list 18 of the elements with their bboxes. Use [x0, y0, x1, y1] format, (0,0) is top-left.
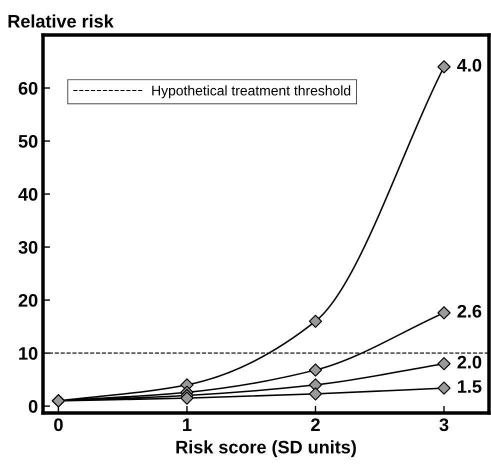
y-tick-label: 40: [18, 188, 38, 201]
legend-label: Hypothetical treatment threshold: [152, 85, 350, 98]
x-tick-label: 1: [183, 418, 192, 431]
x-tick-label: 3: [439, 418, 448, 432]
y-tick-label: 30: [18, 240, 38, 254]
x-tick-label: 2: [311, 418, 320, 431]
y-tick-label: 50: [18, 134, 38, 148]
y-axis-title: Relative risk: [8, 14, 114, 28]
x-axis-title: Risk score (SD units): [176, 440, 356, 458]
y-tick-label: 60: [18, 82, 38, 95]
y-tick-label: 20: [18, 294, 38, 307]
series-label: 1.5: [458, 380, 482, 393]
y-tick-label: 0: [28, 400, 38, 413]
series-label: 4.0: [457, 58, 482, 72]
x-tick-label: 0: [54, 418, 63, 432]
series-label: 2.0: [457, 356, 482, 369]
y-tick-label: 10: [19, 347, 38, 360]
series-label: 2.6: [457, 304, 482, 318]
